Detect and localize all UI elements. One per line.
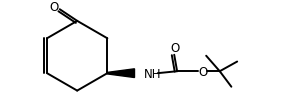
Text: O: O — [49, 1, 59, 14]
Polygon shape — [108, 69, 134, 77]
Text: O: O — [199, 66, 208, 79]
Text: O: O — [171, 42, 180, 55]
Text: NH: NH — [144, 68, 162, 81]
